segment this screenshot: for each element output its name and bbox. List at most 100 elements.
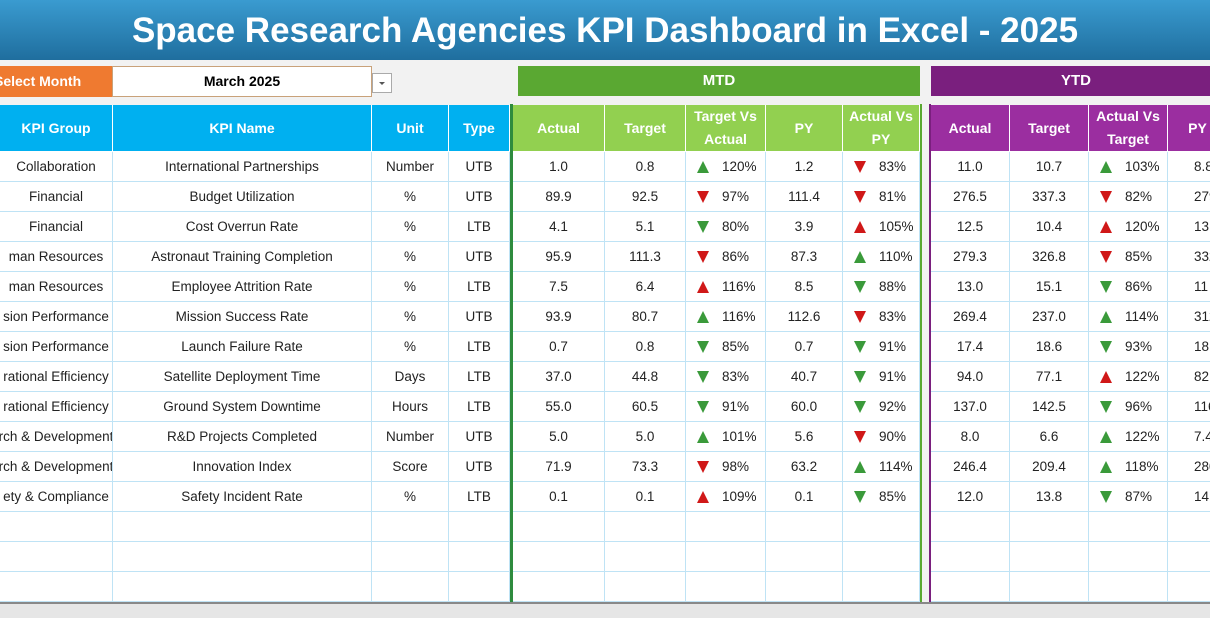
table-cell: sion Performance — [0, 302, 113, 332]
table-cell: LTB — [449, 332, 510, 362]
cell-text: 37.0 — [545, 369, 572, 384]
table-cell: 55.0 — [513, 392, 605, 422]
cell-text: Hours — [391, 399, 428, 414]
table-cell: 98% — [686, 452, 766, 482]
table-cell: 280 — [1168, 452, 1210, 482]
cell-text: Ground System Downtime — [163, 399, 321, 414]
column-header: Actual Vs Target — [1089, 105, 1168, 152]
cell-text: rch & Development — [0, 459, 113, 474]
table-cell — [843, 512, 920, 542]
table-cell — [843, 542, 920, 572]
cell-text: 91% — [722, 399, 750, 414]
table-cell — [449, 572, 510, 602]
cell-text: 3.9 — [794, 219, 814, 234]
cell-text: 86% — [722, 249, 750, 264]
table-cell: UTB — [449, 422, 510, 452]
cell-text: 73.3 — [631, 459, 659, 474]
table-cell: % — [372, 182, 449, 212]
table-cell: 73.3 — [605, 452, 686, 482]
cell-text: 12.5 — [956, 219, 984, 234]
cell-text: 276.5 — [953, 189, 987, 204]
table-cell: 114% — [1089, 302, 1168, 332]
table-cell: 77.1 — [1010, 362, 1089, 392]
cell-text: Budget Utilization — [189, 189, 295, 204]
table-cell — [1010, 572, 1089, 602]
cell-text: 87% — [1125, 489, 1153, 504]
cell-text: 60.0 — [790, 399, 818, 414]
cell-text: 55.0 — [545, 399, 572, 414]
cell-text: 279.3 — [953, 249, 987, 264]
cell-text: UTB — [465, 159, 493, 174]
cell-text: UTB — [465, 429, 493, 444]
header-text: Target — [624, 119, 666, 136]
table-cell: 14 — [1168, 482, 1210, 512]
cell-text: 237.0 — [1032, 309, 1066, 324]
table-cell: Financial — [0, 212, 113, 242]
cell-text: 63.2 — [790, 459, 818, 474]
table-cell: Employee Attrition Rate — [113, 272, 372, 302]
status-icon — [1100, 400, 1112, 413]
status-icon — [1100, 280, 1112, 293]
cell-text: sion Performance — [3, 339, 109, 354]
cell-text: 103% — [1125, 159, 1160, 174]
cell-text: 142.5 — [1032, 399, 1066, 414]
table-cell: 0.1 — [513, 482, 605, 512]
table-cell: 326.8 — [1010, 242, 1089, 272]
table-cell: 80% — [686, 212, 766, 242]
cell-text: LTB — [467, 489, 491, 504]
table-cell: 90% — [843, 422, 920, 452]
table-cell: UTB — [449, 182, 510, 212]
dropdown-button[interactable] — [372, 73, 392, 93]
table-cell: 94.0 — [931, 362, 1010, 392]
cell-text: Score — [392, 459, 428, 474]
sheet-bottom — [0, 602, 1210, 618]
table-cell: 111.3 — [605, 242, 686, 272]
column-header: Type — [449, 105, 510, 152]
table-cell: 5.6 — [766, 422, 843, 452]
cell-text: 94.0 — [956, 369, 984, 384]
cell-text: 111.3 — [629, 249, 661, 264]
table-cell: % — [372, 332, 449, 362]
status-icon — [854, 310, 866, 323]
cell-text: 105% — [879, 219, 914, 234]
table-cell: 6.6 — [1010, 422, 1089, 452]
table-cell — [372, 542, 449, 572]
table-cell: 37.0 — [513, 362, 605, 392]
table-cell: International Partnerships — [113, 152, 372, 182]
table-cell: 91% — [843, 332, 920, 362]
table-cell: 0.7 — [513, 332, 605, 362]
table-cell — [843, 572, 920, 602]
column-header: Actual — [931, 105, 1010, 152]
cell-text: man Resources — [8, 249, 104, 264]
status-icon — [1100, 460, 1112, 473]
table-cell — [1089, 512, 1168, 542]
cell-text: Financial — [28, 219, 84, 234]
table-cell: 91% — [686, 392, 766, 422]
cell-text: 116% — [722, 279, 756, 294]
header-text: Actual Vs Target — [1096, 108, 1160, 147]
table-cell: 269.4 — [931, 302, 1010, 332]
table-cell: 80.7 — [605, 302, 686, 332]
cell-text: 82 — [1194, 369, 1210, 384]
status-icon — [1100, 340, 1112, 353]
table-cell — [931, 512, 1010, 542]
cell-text: 86% — [1125, 279, 1153, 294]
table-cell: 0.7 — [766, 332, 843, 362]
cell-text: 10.4 — [1035, 219, 1063, 234]
table-cell: 10.7 — [1010, 152, 1089, 182]
cell-text: 92% — [879, 399, 907, 414]
status-icon — [697, 400, 709, 413]
column-header: PY — [1168, 105, 1210, 152]
cell-text: % — [403, 219, 416, 234]
table-cell: 12.5 — [931, 212, 1010, 242]
cell-text: 95.9 — [545, 249, 572, 264]
month-input[interactable]: March 2025 — [112, 66, 372, 97]
table-cell — [513, 542, 605, 572]
header-text: Actual — [537, 119, 580, 136]
divider — [510, 104, 513, 602]
table-cell: UTB — [449, 302, 510, 332]
divider — [929, 104, 931, 602]
cell-text: Mission Success Rate — [175, 309, 309, 324]
cell-text: UTB — [465, 309, 493, 324]
table-cell: 82 — [1168, 362, 1210, 392]
